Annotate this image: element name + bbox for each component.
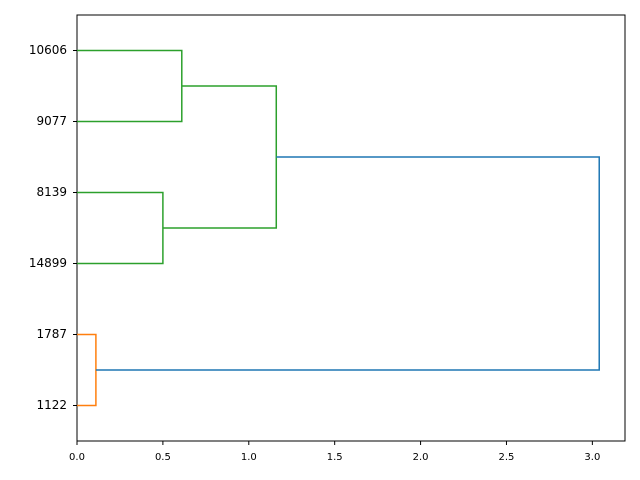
x-tick-label: 3.0 [584,452,600,463]
x-tick-label: 1.0 [241,452,257,463]
link [77,191,164,265]
plot-frame [76,14,626,442]
x-tick-label: 2.0 [413,452,429,463]
x-tick-label: 2.5 [499,452,515,463]
leaf-label: 9077 [36,114,67,128]
link [77,49,183,123]
x-tick-label: 0.5 [155,452,171,463]
leaf-label: 1787 [36,327,67,341]
link [162,85,278,229]
leaf-label: 8139 [36,185,67,199]
leaf-label: 1122 [36,398,67,412]
link [77,333,97,407]
link [95,156,600,371]
leaf-label: 10606 [29,43,67,57]
x-tick-label: 1.5 [327,452,343,463]
x-tick-label: 0.0 [69,452,85,463]
leaf-label: 14899 [29,256,67,270]
